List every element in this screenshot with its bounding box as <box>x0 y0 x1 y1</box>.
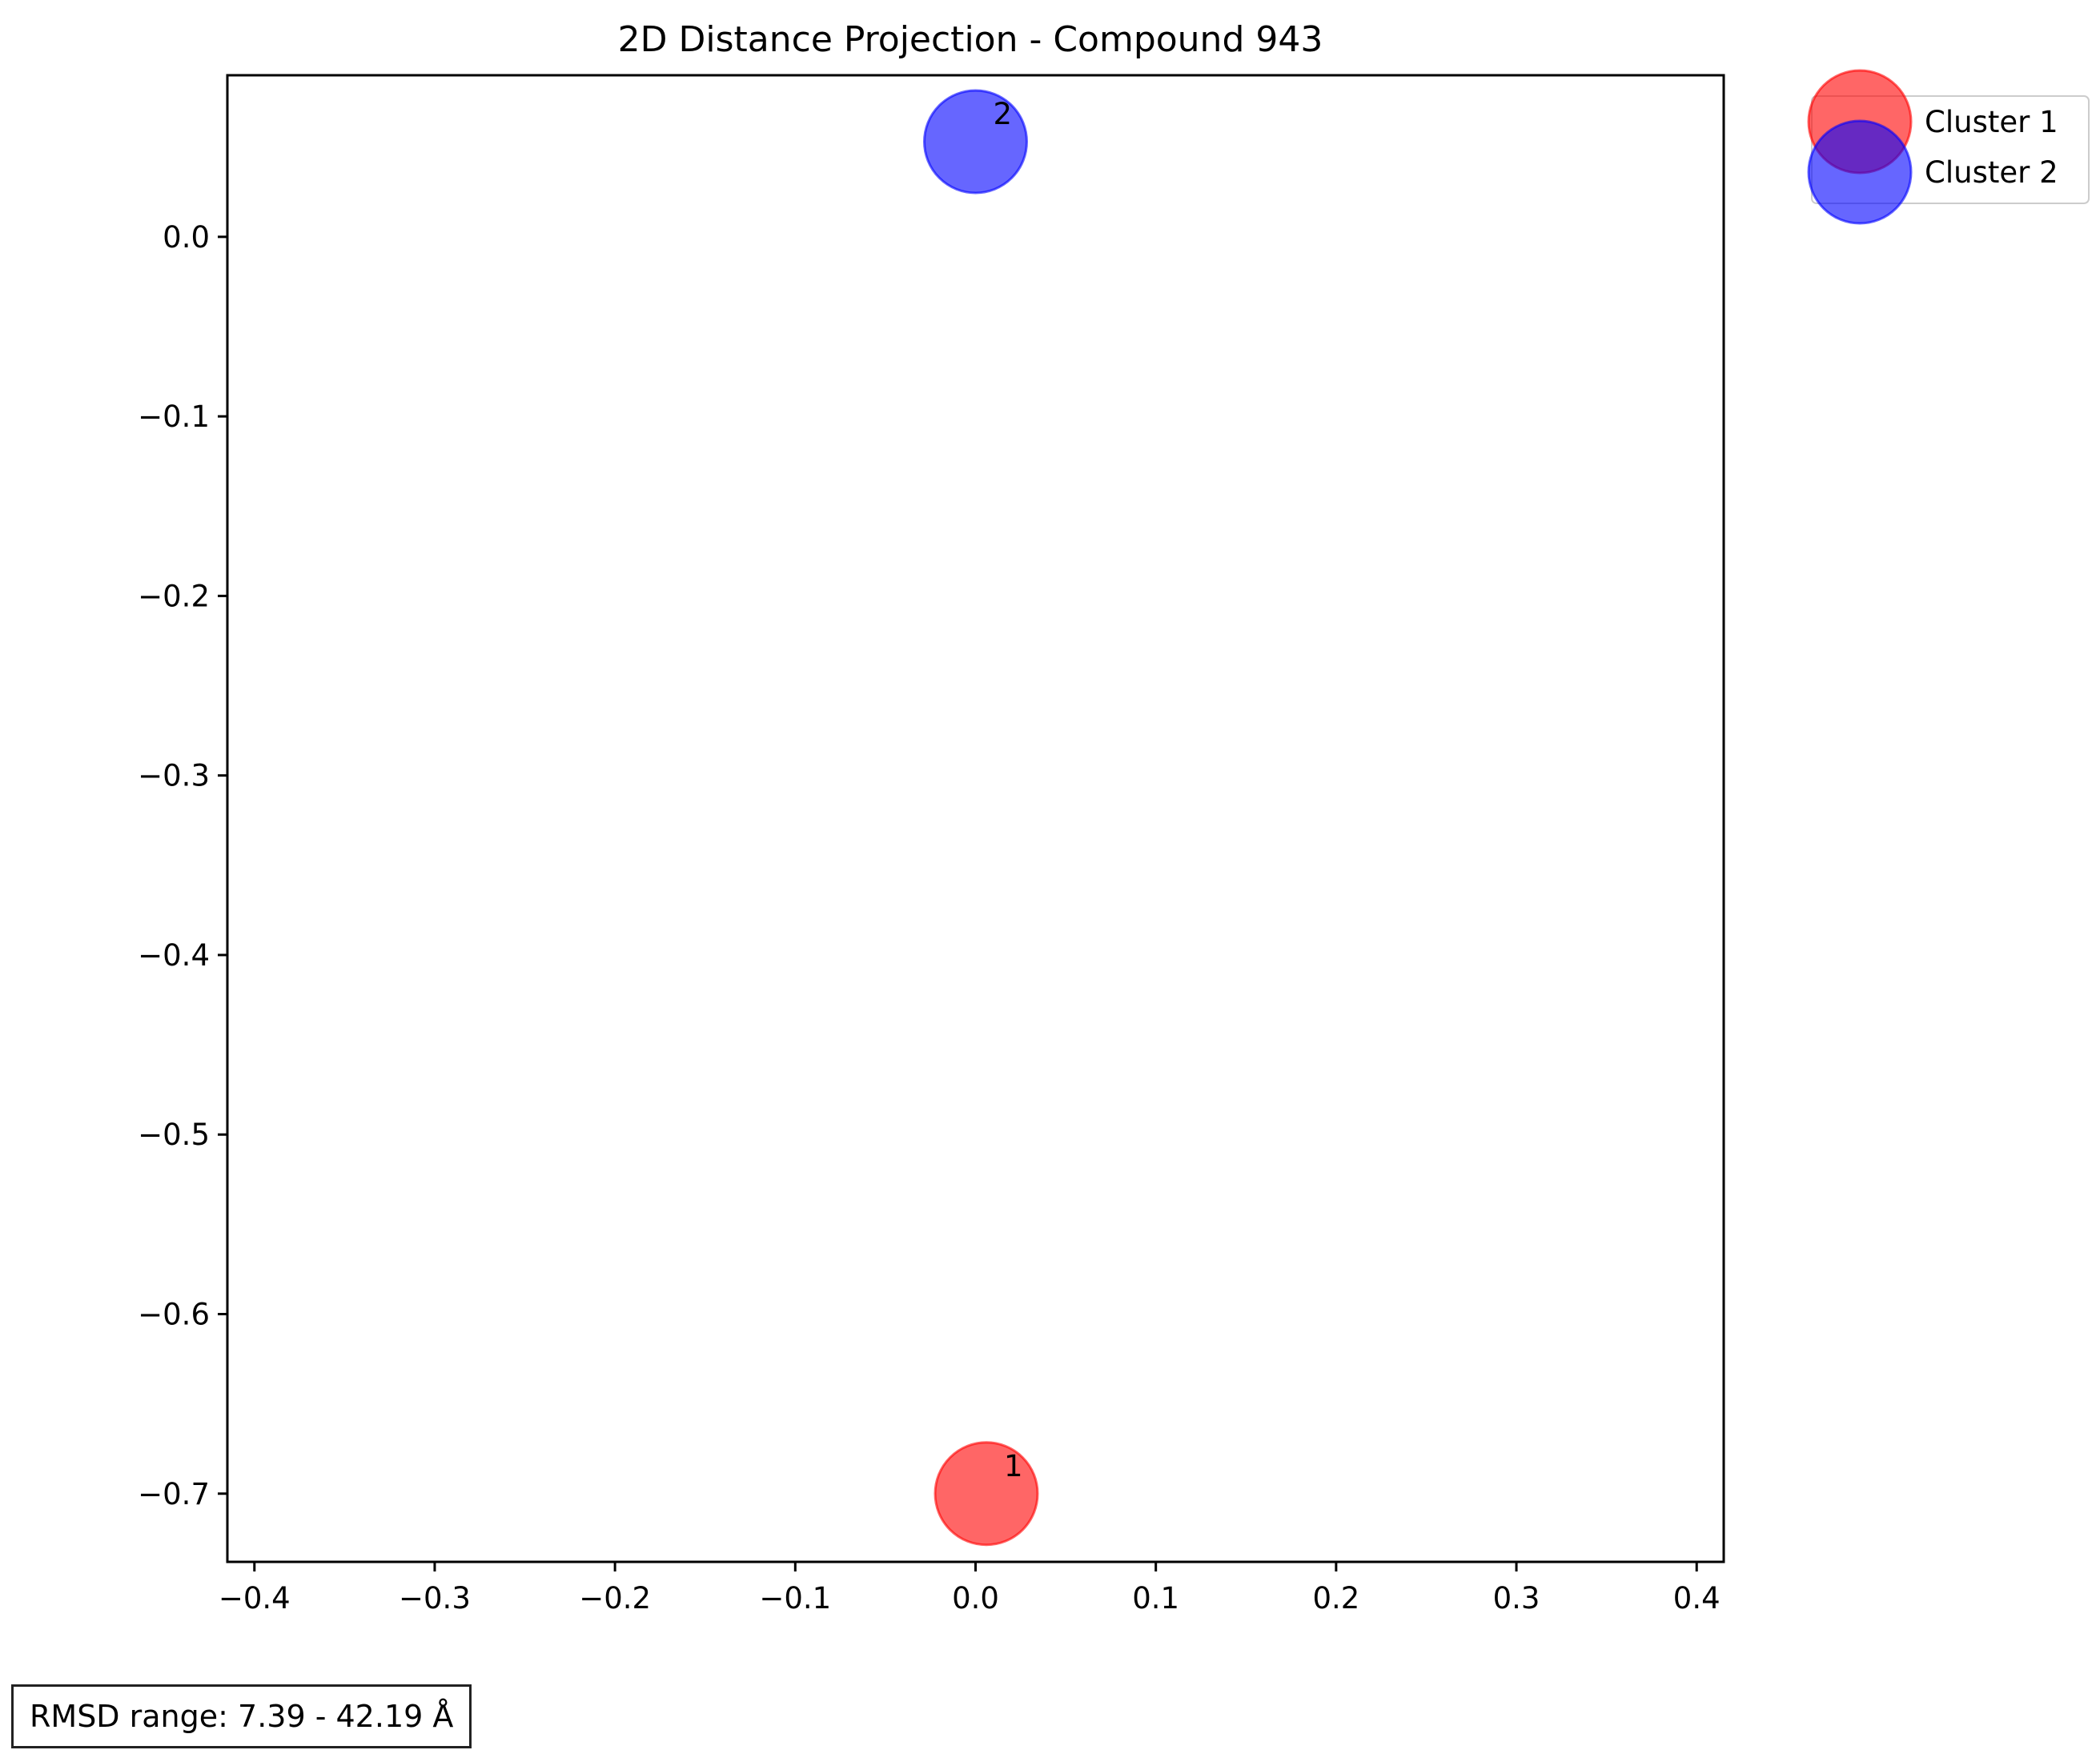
y-tick-label: −0.4 <box>138 938 210 973</box>
y-tick-label: −0.7 <box>138 1477 210 1511</box>
y-axis: 0.0 −0.1 −0.2 −0.3 −0.4 −0.5 −0.6 −0.7 <box>138 220 227 1511</box>
legend-label-cluster-2: Cluster 2 <box>1925 155 2058 190</box>
legend-label-cluster-1: Cluster 1 <box>1925 105 2058 139</box>
chart-title: 2D Distance Projection - Compound 943 <box>618 19 1323 60</box>
cluster-1-point-label: 1 <box>1004 1449 1023 1483</box>
cluster-2-point <box>923 89 1028 195</box>
y-tick-label: −0.2 <box>138 579 210 613</box>
y-tick-label: −0.3 <box>138 759 210 793</box>
plot-frame <box>226 74 1725 1563</box>
cluster-2-point-label: 2 <box>994 97 1013 131</box>
legend: Cluster 1 Cluster 2 <box>1807 69 2090 225</box>
y-tick-label: 0.0 <box>163 220 210 255</box>
y-tick-label: −0.1 <box>138 399 210 434</box>
x-tick-label: 0.3 <box>1493 1581 1540 1616</box>
data-points: 12 <box>923 89 1039 1547</box>
legend-marker-cluster-2 <box>1807 119 1913 225</box>
cluster-1-point <box>934 1441 1039 1547</box>
rmsd-range-text: RMSD range: 7.39 - 42.19 Å <box>30 1699 454 1734</box>
x-tick-label: −0.1 <box>759 1581 831 1616</box>
x-tick-label: 0.0 <box>952 1581 999 1616</box>
rmsd-range-annotation: RMSD range: 7.39 - 42.19 Å <box>11 1684 472 1748</box>
x-tick-label: 0.4 <box>1673 1581 1721 1616</box>
x-axis: −0.4 −0.3 −0.2 −0.1 0.0 0.1 0.2 0.3 0.4 <box>219 1562 1721 1616</box>
x-tick-label: −0.3 <box>399 1581 471 1616</box>
x-tick-label: 0.1 <box>1132 1581 1179 1616</box>
x-tick-label: −0.2 <box>579 1581 651 1616</box>
x-tick-label: 0.2 <box>1312 1581 1359 1616</box>
y-tick-label: −0.6 <box>138 1298 210 1332</box>
x-tick-label: −0.4 <box>219 1581 291 1616</box>
y-tick-label: −0.5 <box>138 1118 210 1152</box>
